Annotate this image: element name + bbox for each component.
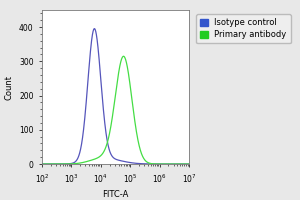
X-axis label: FITC-A: FITC-A (102, 190, 129, 199)
Legend: Isotype control, Primary antibody: Isotype control, Primary antibody (196, 14, 291, 43)
Y-axis label: Count: Count (4, 75, 14, 100)
